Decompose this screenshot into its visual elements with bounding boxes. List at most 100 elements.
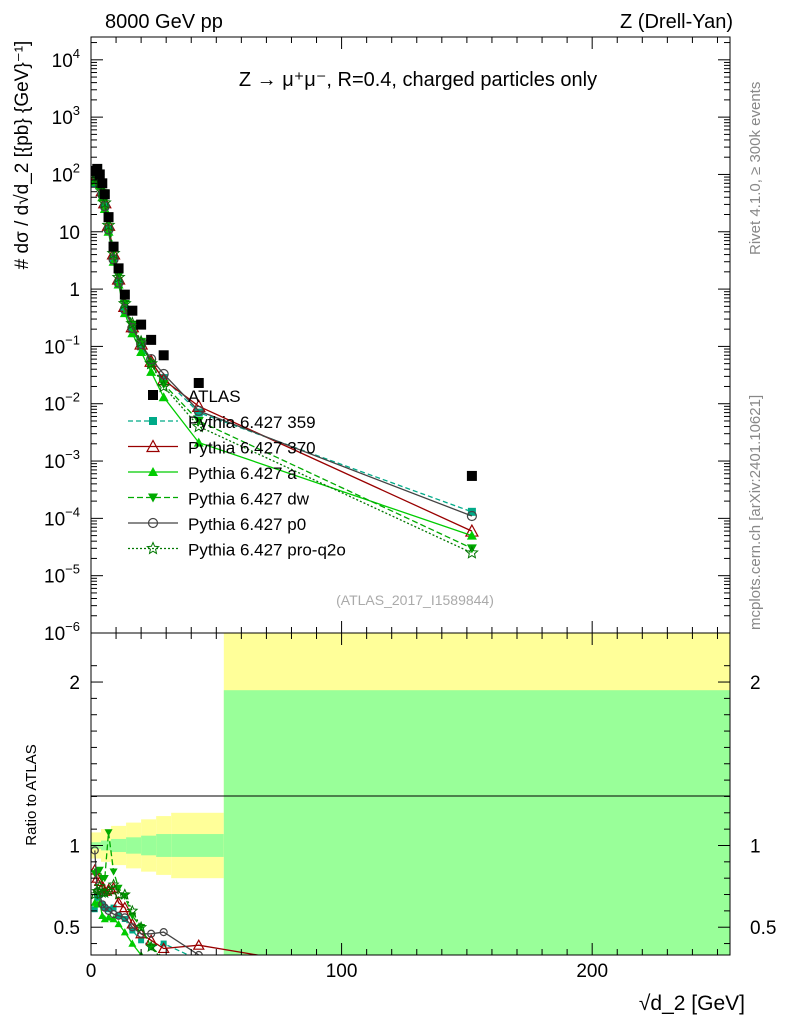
legend: ATLAS Pythia 6.427 359 Pythia 6.427 370 Pyt… — [128, 387, 346, 560]
legend-entry-3: Pythia 6.427 dw — [128, 490, 310, 509]
legend-marker — [146, 541, 160, 555]
ratio-point — [102, 885, 115, 897]
band-green-segment — [223, 690, 730, 955]
legend-entry-2: Pythia 6.427 a — [128, 464, 297, 483]
ratio-point — [160, 974, 168, 981]
data-points — [91, 163, 477, 481]
y-tick-label: 104 — [52, 46, 80, 72]
data-point — [158, 350, 169, 361]
axes: 0 100 200 10−6 10−5 10−4 10−3 10−2 10−1 1 10 102 103… — [44, 37, 776, 982]
ratio-point — [95, 866, 104, 875]
y-tick-exponent: −5 — [65, 562, 80, 577]
ratio-tick-label-right: 0.5 — [750, 918, 776, 939]
series-point — [113, 277, 124, 288]
legend-marker — [145, 439, 161, 453]
legend-entry-1: Pythia 6.427 370 — [128, 439, 316, 458]
band-green-segment — [156, 834, 172, 857]
series-point — [111, 270, 126, 284]
y-tick-label: 10−2 — [44, 390, 80, 416]
series-point — [101, 217, 116, 232]
legend-label: ATLAS — [188, 387, 241, 406]
ratio-plot-series — [91, 829, 477, 1005]
series-point — [134, 334, 149, 348]
ratio-point — [121, 916, 128, 923]
ratio-point — [114, 919, 123, 928]
ratio-point — [98, 886, 111, 898]
ratio-point — [104, 829, 113, 837]
data-point — [103, 212, 114, 223]
series-point — [194, 408, 203, 417]
ratio-point — [110, 904, 117, 911]
ratio-point — [135, 920, 148, 933]
series-point — [466, 544, 477, 554]
ratio-point — [118, 901, 131, 913]
y-tick-label: 103 — [52, 103, 80, 129]
legend-label: Pythia 6.427 pro-q2o — [188, 541, 346, 560]
ratio-point — [468, 998, 476, 1005]
y-tick-exponent: −3 — [65, 447, 80, 462]
legend-marker — [148, 493, 158, 503]
ratio-plot-frame — [90, 632, 731, 956]
header-left: 8000 GeV pp — [105, 11, 223, 33]
ratio-series-4 — [91, 846, 475, 980]
ratio-point — [192, 938, 205, 950]
series-point — [466, 510, 477, 522]
legend-entry-5: Pythia 6.427 pro-q2o — [128, 541, 346, 560]
ratio-uncertainty-bands — [91, 633, 730, 955]
legend-marker-data — [148, 390, 158, 400]
series-point — [146, 366, 157, 376]
series-point — [193, 405, 204, 416]
ratio-point — [159, 928, 168, 937]
series-point — [117, 296, 132, 310]
plot-title: Z → μ⁺μ⁻, R=0.4, charged particles only — [239, 69, 597, 91]
series-point — [191, 419, 206, 433]
band-green-segment — [141, 835, 157, 856]
main-plot-series — [91, 163, 479, 559]
ratio-point — [109, 868, 118, 876]
series-point — [97, 195, 112, 209]
ratio-tick-label-right: 1 — [750, 836, 761, 857]
ratio-point — [157, 942, 170, 954]
y-tick-label: 10−6 — [44, 619, 80, 645]
series-point — [144, 356, 159, 370]
ratio-point — [467, 986, 477, 995]
series-point — [136, 346, 147, 356]
y-tick-label: 1 — [69, 280, 80, 301]
series-point — [156, 379, 171, 393]
x-axis-label: √d_2 [GeV] — [639, 992, 745, 1015]
ratio-point — [91, 906, 98, 913]
x-tick-label: 0 — [86, 961, 97, 982]
ratio-point — [147, 959, 155, 966]
band-green-segment — [111, 838, 127, 853]
series-line — [94, 177, 473, 513]
y-tick-label: 10 — [59, 223, 80, 244]
legend-entry-0: Pythia 6.427 359 — [128, 413, 316, 432]
ratio-point — [469, 967, 475, 973]
ratio-point — [468, 990, 476, 997]
y-tick-exponent: −2 — [65, 390, 80, 405]
ratio-point — [120, 913, 129, 922]
ratio-point — [195, 990, 203, 997]
ratio-point — [126, 904, 139, 916]
ratio-point — [109, 910, 118, 919]
data-point — [113, 263, 124, 274]
data-point — [99, 189, 110, 200]
rivet-label: Rivet 4.1.0, ≥ 300k events — [747, 82, 764, 255]
legend-marker — [149, 417, 157, 425]
y-tick-exponent: −1 — [65, 332, 80, 347]
ratio-tick-label-left: 1 — [69, 836, 80, 857]
ratio-point — [128, 923, 137, 932]
ratio-point — [159, 957, 169, 966]
y-tick-exponent: 2 — [73, 160, 80, 175]
ratio-point — [118, 888, 131, 900]
ratio-point — [145, 940, 158, 952]
x-tick-label: 200 — [576, 961, 608, 982]
ratio-point — [468, 973, 475, 980]
y-tick-label: 102 — [52, 160, 80, 186]
ratio-point — [147, 929, 156, 938]
series-point — [158, 368, 169, 380]
ratio-point — [100, 874, 109, 883]
data-point — [146, 334, 157, 345]
y-tick-exponent: 3 — [73, 103, 80, 118]
legend-label: Pythia 6.427 a — [188, 464, 297, 483]
